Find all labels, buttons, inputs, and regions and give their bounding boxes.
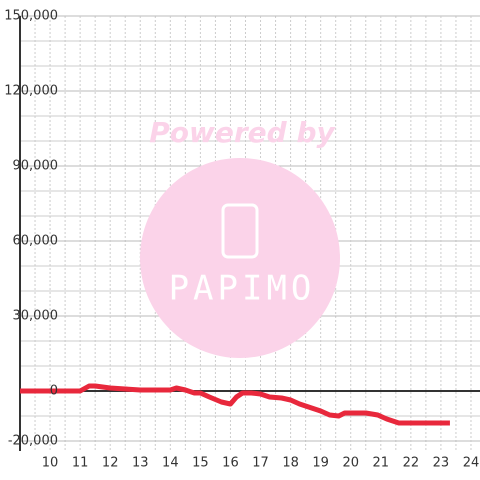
y-tick-label: 150,000 (4, 9, 58, 24)
series-line (20, 383, 450, 426)
x-tick-label: 19 (312, 456, 329, 471)
x-tick-label: 24 (463, 456, 480, 471)
y-tick-label: -20,000 (8, 434, 58, 449)
x-tick-label: 20 (342, 456, 359, 471)
y-tick-label: 120,000 (4, 84, 58, 99)
x-tick-label: 10 (42, 456, 59, 471)
x-tick-label: 15 (192, 456, 209, 471)
watermark-logo: PAPIMO (169, 269, 316, 309)
x-tick-label: 21 (373, 456, 390, 471)
watermark-text: Powered by (149, 116, 336, 149)
y-tick-label: 90,000 (13, 159, 59, 174)
y-tick-label: 60,000 (13, 234, 59, 249)
x-tick-label: 18 (282, 456, 299, 471)
x-tick-label: 23 (433, 456, 450, 471)
x-tick-label: 22 (403, 456, 420, 471)
y-tick-label: 30,000 (13, 309, 59, 324)
plot (19, 16, 480, 451)
x-tick-label: 17 (252, 456, 269, 471)
x-tick-label: 11 (72, 456, 89, 471)
y-tick-label: 0 (50, 384, 58, 399)
watermark-phone (221, 203, 259, 259)
x-tick-label: 16 (222, 456, 239, 471)
x-tick-label: 13 (132, 456, 149, 471)
x-tick-label: 14 (162, 456, 179, 471)
x-tick-label: 12 (102, 456, 119, 471)
